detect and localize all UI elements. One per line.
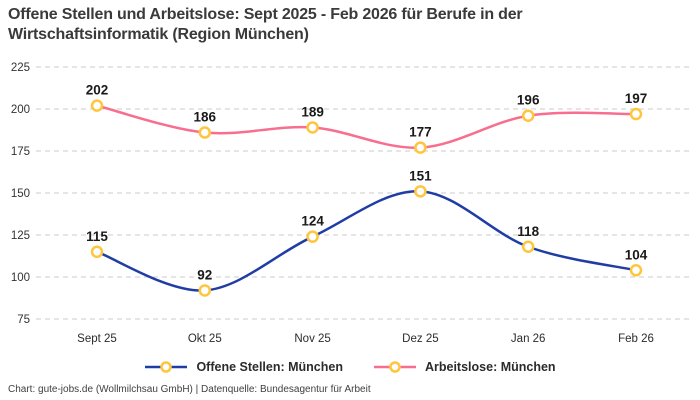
- data-point-marker: [521, 240, 535, 254]
- data-point-label: 118: [517, 224, 539, 239]
- data-point-label: 104: [625, 247, 648, 262]
- data-point-label: 124: [301, 214, 324, 229]
- data-point-marker: [306, 121, 319, 134]
- data-point-marker: [629, 264, 643, 277]
- data-point-label: 151: [409, 168, 432, 183]
- legend-item-offene-stellen: Offene Stellen: München: [144, 360, 343, 374]
- legend-ring-marker: [160, 361, 173, 373]
- chart-title-line1: Offene Stellen und Arbeitslose: Sept 202…: [8, 6, 523, 23]
- data-point-label: 202: [86, 83, 109, 98]
- data-point-marker: [306, 230, 319, 243]
- data-point-label: 177: [409, 125, 432, 140]
- legend-label: Arbeitslose: München: [424, 360, 556, 374]
- data-point-label: 196: [517, 93, 540, 108]
- y-tick-label: 225: [11, 62, 30, 74]
- data-point-marker: [414, 185, 427, 198]
- y-tick-label: 150: [11, 188, 30, 200]
- series-line: [95, 104, 638, 149]
- x-tick-label: Jan 26: [511, 333, 546, 345]
- series-line: [95, 190, 638, 292]
- x-tick-label: Okt 25: [188, 333, 222, 345]
- legend-label: Offene Stellen: München: [196, 360, 343, 374]
- legend-line-marker-icon: [145, 361, 188, 373]
- data-point-label: 186: [194, 110, 217, 125]
- y-tick-label: 125: [11, 230, 30, 242]
- data-point-label: 115: [86, 229, 108, 244]
- x-tick-label: Feb 26: [618, 333, 654, 345]
- data-point-marker: [90, 99, 104, 112]
- data-point-marker: [90, 245, 104, 259]
- data-point-label: 197: [625, 91, 648, 106]
- legend-item-arbeitslose: Arbeitslose: München: [373, 360, 556, 374]
- data-point-marker: [521, 109, 535, 122]
- x-tick-label: Dez 25: [402, 333, 438, 345]
- y-tick-label: 175: [11, 146, 30, 158]
- data-point-label: 189: [301, 104, 324, 119]
- data-point-marker: [198, 284, 212, 297]
- x-tick-label: Nov 25: [294, 333, 330, 345]
- data-point-marker: [629, 107, 643, 121]
- y-tick-label: 200: [11, 104, 30, 116]
- chart-title: Offene Stellen und Arbeitslose: Sept 202…: [8, 5, 628, 45]
- chart-legend: Offene Stellen: München Arbeitslose: Mün…: [0, 360, 700, 374]
- legend-line-marker-icon: [373, 361, 416, 373]
- legend-ring-marker: [389, 361, 401, 373]
- x-tick-label: Sept 25: [77, 333, 117, 345]
- y-tick-label: 75: [17, 314, 30, 326]
- data-point-label: 92: [197, 267, 212, 282]
- chart-title-line2: Wirtschaftsinformatik (Region München): [8, 26, 309, 43]
- source-attribution: Chart: gute-jobs.de (Wollmilchsau GmbH) …: [8, 384, 371, 395]
- data-point-marker: [414, 141, 427, 154]
- y-tick-label: 100: [11, 272, 30, 284]
- data-point-marker: [198, 126, 212, 139]
